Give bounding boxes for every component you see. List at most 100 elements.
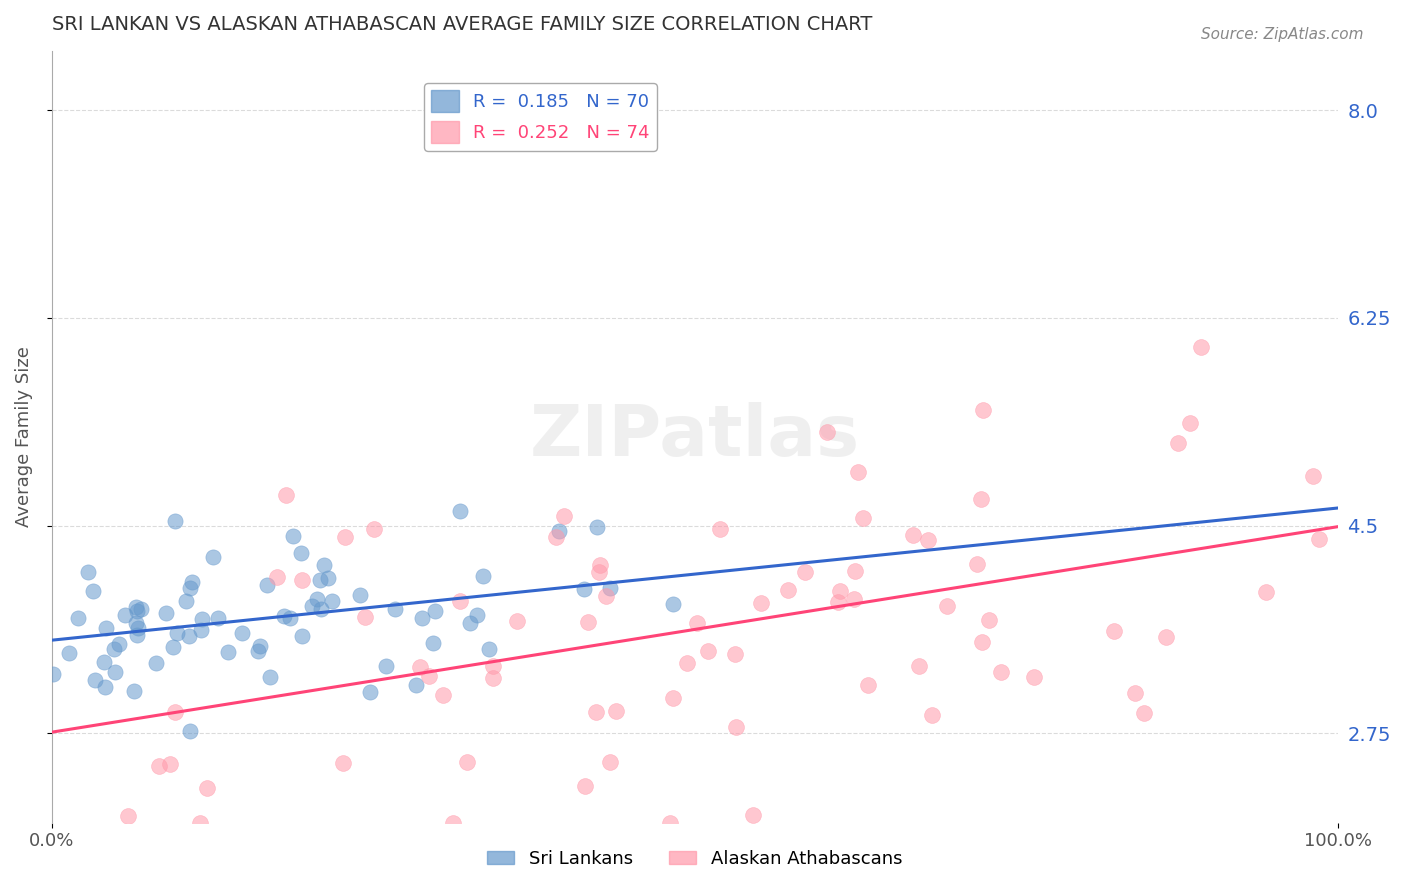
Point: [349, 588, 371, 602]
Point: [247, 644, 270, 658]
Point: [815, 425, 838, 439]
Point: [354, 610, 377, 624]
Point: [66, 611, 89, 625]
Point: [259, 670, 281, 684]
Point: [82, 584, 104, 599]
Point: [481, 659, 503, 673]
Point: [291, 629, 314, 643]
Point: [828, 583, 851, 598]
Point: [145, 656, 167, 670]
Point: [131, 602, 153, 616]
Point: [852, 511, 875, 525]
Point: [409, 659, 432, 673]
Point: [1189, 340, 1212, 354]
Point: [686, 616, 709, 631]
Point: [163, 514, 186, 528]
Point: [908, 658, 931, 673]
Point: [162, 640, 184, 654]
Point: [418, 668, 440, 682]
Point: [155, 607, 177, 621]
Point: [749, 596, 772, 610]
Point: [901, 528, 924, 542]
Point: [290, 573, 312, 587]
Text: Source: ZipAtlas.com: Source: ZipAtlas.com: [1201, 27, 1364, 42]
Point: [94, 621, 117, 635]
Point: [1022, 669, 1045, 683]
Point: [990, 665, 1012, 680]
Point: [335, 530, 357, 544]
Point: [472, 569, 495, 583]
Point: [856, 678, 879, 692]
Point: [547, 524, 569, 538]
Point: [441, 815, 464, 830]
Point: [127, 628, 149, 642]
Point: [273, 609, 295, 624]
Point: [276, 488, 298, 502]
Point: [595, 590, 617, 604]
Point: [506, 614, 529, 628]
Point: [301, 599, 323, 613]
Point: [1154, 630, 1177, 644]
Point: [308, 573, 330, 587]
Point: [148, 758, 170, 772]
Point: [589, 558, 612, 573]
Point: [844, 564, 866, 578]
Text: ZIPatlas: ZIPatlas: [530, 402, 860, 471]
Y-axis label: Average Family Size: Average Family Size: [15, 346, 32, 527]
Point: [659, 815, 682, 830]
Point: [662, 597, 685, 611]
Point: [1254, 585, 1277, 599]
Legend: R =  0.185   N = 70, R =  0.252   N = 74: R = 0.185 N = 70, R = 0.252 N = 74: [425, 83, 657, 151]
Point: [190, 815, 212, 830]
Point: [58, 646, 80, 660]
Point: [307, 592, 329, 607]
Point: [465, 607, 488, 622]
Point: [432, 689, 454, 703]
Point: [42, 666, 65, 681]
Point: [281, 529, 304, 543]
Point: [207, 611, 229, 625]
Point: [321, 594, 343, 608]
Point: [972, 402, 994, 417]
Point: [103, 641, 125, 656]
Point: [359, 684, 381, 698]
Point: [979, 613, 1001, 627]
Point: [1104, 624, 1126, 638]
Point: [122, 684, 145, 698]
Point: [159, 756, 181, 771]
Point: [318, 571, 340, 585]
Point: [363, 522, 385, 536]
Point: [179, 581, 201, 595]
Point: [107, 637, 129, 651]
Point: [478, 641, 501, 656]
Point: [662, 690, 685, 705]
Point: [231, 625, 253, 640]
Point: [776, 582, 799, 597]
Point: [482, 671, 505, 685]
Point: [460, 615, 482, 630]
Point: [544, 530, 567, 544]
Point: [190, 612, 212, 626]
Point: [675, 656, 697, 670]
Point: [405, 678, 427, 692]
Point: [1308, 532, 1330, 546]
Point: [936, 599, 959, 613]
Point: [311, 601, 333, 615]
Point: [117, 809, 139, 823]
Point: [917, 533, 939, 548]
Point: [921, 708, 943, 723]
Point: [576, 615, 599, 629]
Point: [794, 565, 817, 579]
Point: [741, 808, 763, 822]
Point: [179, 724, 201, 739]
Point: [827, 595, 849, 609]
Point: [278, 611, 301, 625]
Point: [970, 491, 993, 506]
Point: [249, 640, 271, 654]
Point: [94, 681, 117, 695]
Point: [422, 635, 444, 649]
Point: [411, 610, 433, 624]
Text: SRI LANKAN VS ALASKAN ATHABASCAN AVERAGE FAMILY SIZE CORRELATION CHART: SRI LANKAN VS ALASKAN ATHABASCAN AVERAGE…: [52, 15, 872, 34]
Point: [266, 570, 288, 584]
Point: [572, 582, 595, 597]
